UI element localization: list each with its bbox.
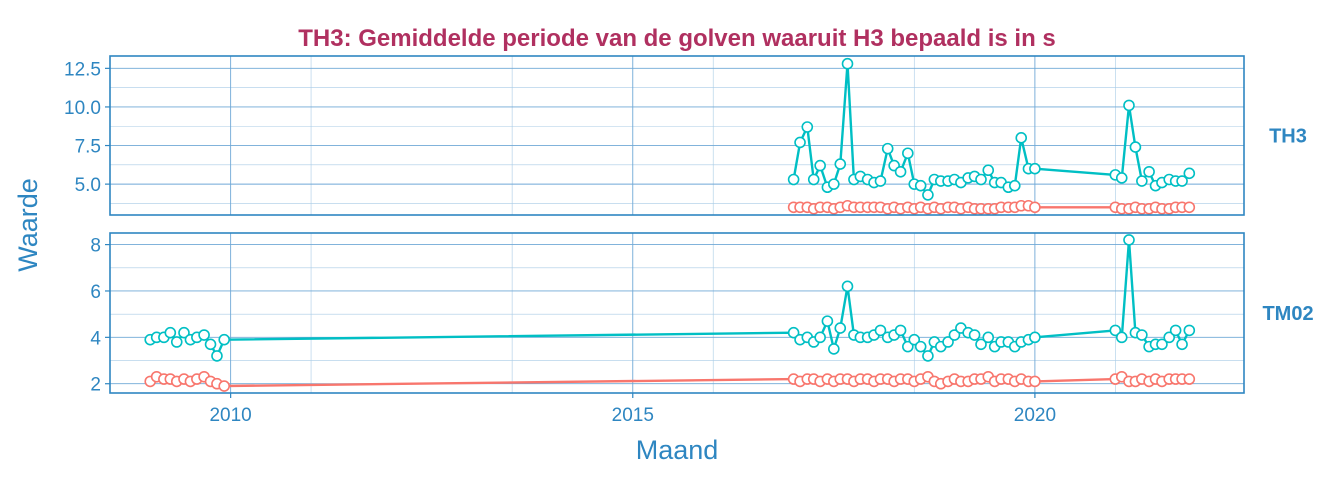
data-point — [218, 380, 231, 392]
data-point — [1143, 165, 1155, 178]
data-point — [1015, 132, 1028, 144]
data-point — [914, 340, 927, 353]
data-point — [894, 324, 907, 337]
data-point — [211, 350, 223, 362]
data-point — [894, 165, 907, 178]
data-point — [874, 324, 887, 337]
data-point — [198, 329, 210, 341]
data-point — [814, 159, 826, 172]
x-tick-label: 2015 — [612, 405, 654, 426]
data-point — [1169, 324, 1182, 337]
data-point — [982, 164, 995, 177]
data-point — [902, 340, 914, 353]
data-point — [874, 175, 887, 187]
data-point — [942, 336, 954, 348]
data-point — [1123, 234, 1135, 246]
data-point — [1109, 324, 1122, 337]
data-point — [914, 179, 927, 192]
data-point — [1183, 324, 1196, 337]
data-point — [1008, 179, 1021, 192]
data-point — [204, 338, 217, 351]
data-point — [834, 322, 847, 334]
panel-border — [109, 55, 1245, 216]
y-tick-label: 8 — [90, 236, 101, 257]
y-tick-label: 5.0 — [75, 175, 101, 196]
data-point — [1176, 338, 1188, 351]
data-point — [178, 326, 190, 339]
data-point — [787, 326, 800, 339]
y-axis-title: Waarde — [13, 178, 43, 272]
panel-border — [109, 232, 1245, 394]
panel-tm02: 2 4 6 8 TM02 — [90, 232, 1314, 396]
x-axis-title: Maand — [636, 435, 719, 465]
data-point — [1136, 329, 1148, 341]
data-point — [834, 158, 847, 170]
y-tick-label: 4 — [90, 328, 101, 349]
y-tick-label: 7.5 — [75, 137, 101, 158]
data-point — [821, 315, 834, 327]
data-point — [1163, 331, 1176, 344]
data-point — [908, 333, 921, 346]
data-point — [841, 280, 854, 293]
data-point — [922, 350, 934, 362]
data-point — [982, 331, 995, 344]
data-point — [1156, 338, 1168, 351]
data-point — [1136, 175, 1148, 187]
chart-title: TH3: Gemiddelde periode van de golven wa… — [298, 25, 1056, 52]
data-point — [1183, 167, 1196, 180]
data-point — [170, 336, 183, 348]
panel-strip-label: TH3 — [1269, 126, 1307, 148]
plot-layer: 2010 2015 2020 5.0 7.5 10.0 12.5 TH3 2 4 6 8 TM02 — [64, 55, 1314, 426]
data-point — [948, 329, 961, 341]
y-tick-label: 2 — [90, 375, 101, 396]
data-point — [975, 338, 987, 351]
data-point — [814, 331, 826, 344]
data-point — [1029, 162, 1041, 175]
data-point — [1029, 331, 1041, 344]
x-tick-label: 2020 — [1014, 405, 1056, 426]
y-tick-label: 10.0 — [64, 98, 101, 119]
data-point — [787, 173, 800, 186]
data-point — [1029, 375, 1041, 388]
data-point — [794, 136, 806, 149]
data-point — [828, 343, 840, 355]
data-point — [164, 326, 177, 339]
data-point — [902, 147, 914, 160]
data-point — [1029, 201, 1041, 214]
data-point — [218, 333, 231, 346]
data-point — [828, 178, 840, 190]
data-point — [1183, 201, 1196, 214]
y-tick-label: 12.5 — [64, 59, 101, 80]
x-tick-label: 2010 — [209, 405, 251, 426]
data-point — [968, 329, 981, 341]
data-point — [1115, 172, 1128, 184]
data-point — [1123, 99, 1135, 112]
data-point — [881, 142, 894, 155]
data-point — [807, 173, 820, 186]
data-point — [1129, 141, 1142, 153]
data-point — [801, 121, 814, 133]
data-point — [1115, 331, 1128, 344]
data-point — [1183, 373, 1196, 385]
data-point — [975, 173, 987, 186]
data-point — [922, 189, 934, 201]
data-point — [841, 57, 854, 70]
panel-strip-label: TM02 — [1262, 303, 1313, 325]
panel-th3: 5.0 7.5 10.0 12.5 TH3 — [64, 55, 1307, 216]
data-point — [1176, 175, 1188, 187]
y-tick-label: 6 — [90, 282, 101, 303]
